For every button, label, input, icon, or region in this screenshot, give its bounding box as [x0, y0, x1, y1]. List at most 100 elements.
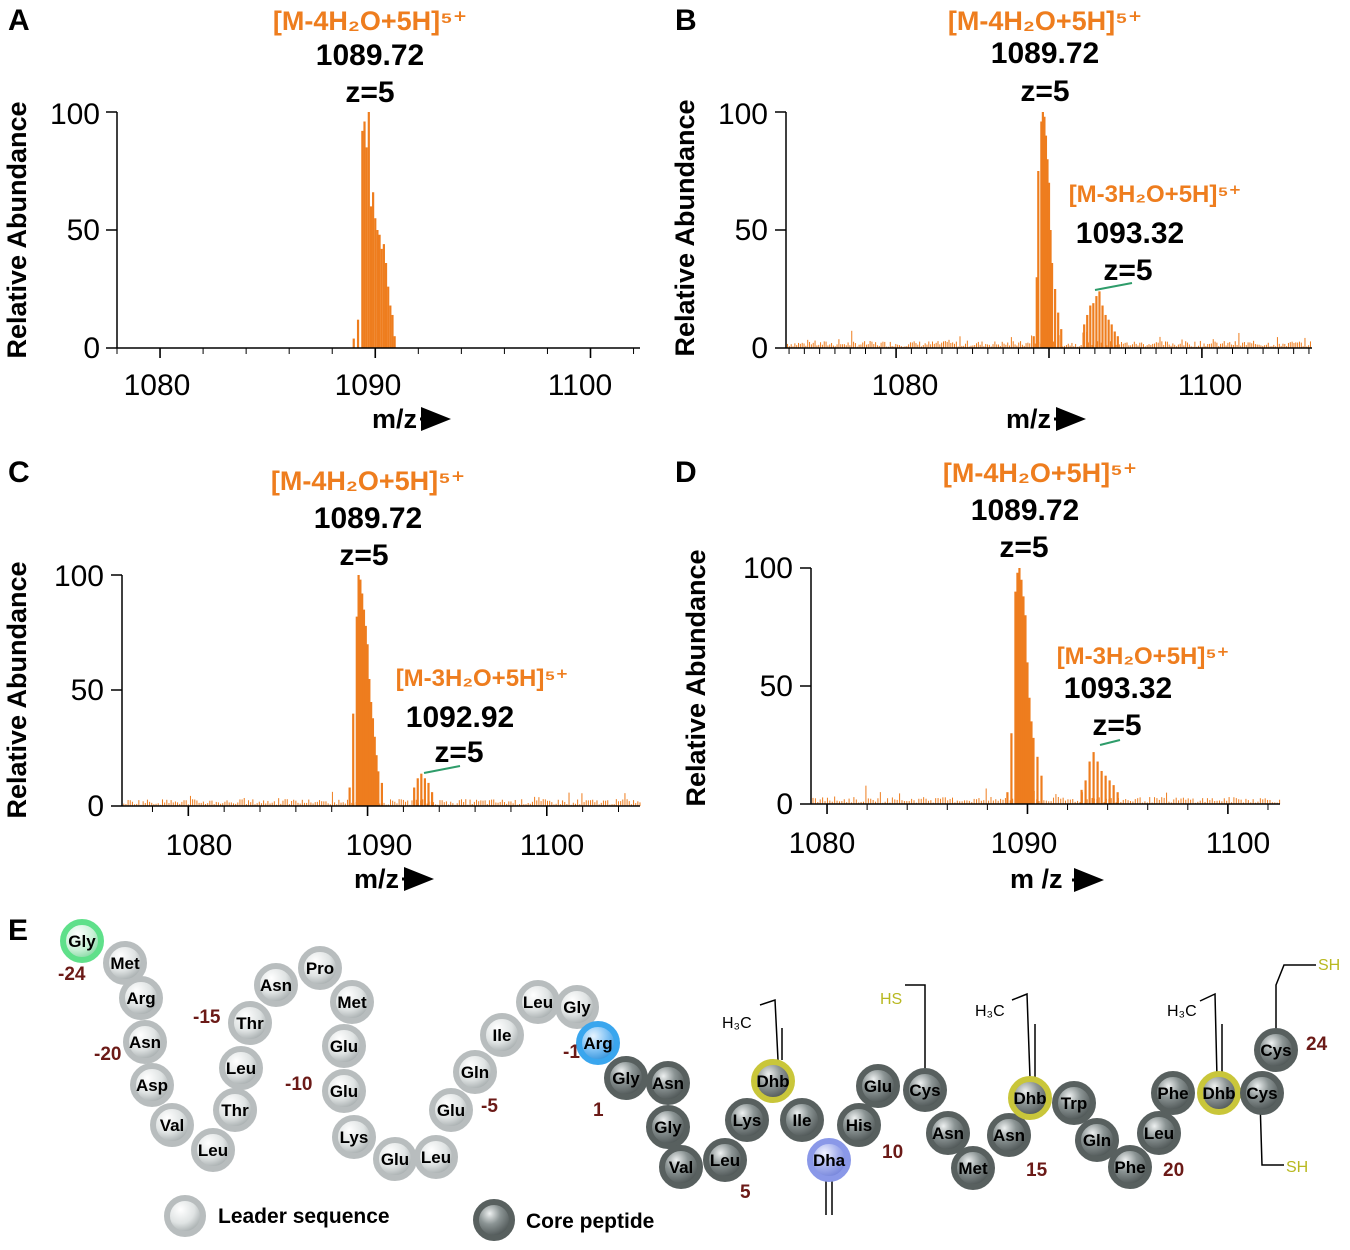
cys-sidechain-sh-bottom: [1259, 1099, 1284, 1166]
svg-text:Asn: Asn: [260, 976, 292, 995]
residue: Lys: [332, 1115, 376, 1159]
svg-text:Met: Met: [337, 993, 367, 1012]
residue: Phe: [1108, 1145, 1152, 1189]
charge-label-2: z=5: [434, 736, 483, 769]
residue: Dhb: [751, 1059, 795, 1103]
x-tick-label: 1080: [872, 369, 939, 402]
y-tick-label: 0: [776, 788, 793, 821]
residue: His: [837, 1103, 881, 1147]
residue-number: -10: [285, 1074, 312, 1095]
svg-text:Lys: Lys: [733, 1111, 762, 1130]
mz-label: 1089.72: [314, 502, 422, 535]
ylabel: Relative Abundance: [2, 101, 32, 358]
svg-text:Met: Met: [110, 954, 140, 973]
svg-text:Leu: Leu: [523, 993, 553, 1012]
mz-label-2: 1093.32: [1064, 672, 1172, 705]
xlabel: m/z: [372, 404, 417, 434]
legend-core-marker: [473, 1199, 515, 1241]
ylabel: Relative Abundance: [670, 99, 700, 356]
charge-label-2: z=5: [1103, 254, 1152, 287]
svg-text:Trp: Trp: [1061, 1094, 1087, 1113]
svg-text:Phe: Phe: [1114, 1158, 1145, 1177]
dhb-sidechain-2: [1011, 992, 1031, 1079]
svg-text:Cys: Cys: [1246, 1084, 1277, 1103]
residue: Gln: [1075, 1118, 1119, 1162]
cys-sidechain-sh-top: [1275, 964, 1316, 1050]
residue: Asn: [123, 1020, 167, 1064]
thiol-label: HS: [880, 991, 902, 1008]
residue: Arg: [119, 976, 163, 1020]
svg-text:Gln: Gln: [461, 1063, 489, 1082]
charge-label: z=5: [345, 76, 394, 109]
svg-text:Arg: Arg: [583, 1034, 612, 1053]
svg-text:Val: Val: [669, 1158, 694, 1177]
x-tick-label: 1100: [1178, 369, 1243, 402]
residue-number: 10: [882, 1142, 903, 1163]
residue: Ile: [480, 1013, 524, 1057]
ion-label: [M-4H₂O+5H]⁵⁺: [943, 458, 1137, 488]
residue: Dha: [807, 1138, 851, 1182]
residue: Dhb: [1008, 1076, 1052, 1120]
residue: Gly: [604, 1056, 648, 1100]
ylabel: Relative Abundance: [681, 549, 711, 806]
svg-text:Phe: Phe: [1157, 1084, 1188, 1103]
residue: Trp: [1052, 1081, 1096, 1125]
panel-label: E: [8, 914, 28, 947]
y-tick-label: 0: [83, 332, 100, 365]
residue: Asp: [130, 1063, 174, 1107]
methyl-label: H₃C: [1167, 1003, 1197, 1020]
charge-label: z=5: [1020, 75, 1069, 108]
residue-number: -15: [193, 1007, 221, 1028]
y-tick-label: 100: [718, 98, 768, 131]
residue-number: 1: [593, 1100, 604, 1121]
y-tick-label: 50: [67, 214, 100, 247]
residue: Lys: [725, 1098, 769, 1142]
ion-label: [M-4H₂O+5H]⁵⁺: [948, 6, 1142, 36]
ion-label: [M-4H₂O+5H]⁵⁺: [273, 6, 467, 36]
y-tick-label: 50: [71, 674, 104, 707]
annotation-leader: [1099, 739, 1121, 746]
mz-label: 1089.72: [316, 39, 424, 72]
ion-label-2: [M-3H₂O+5H]⁵⁺: [1069, 181, 1242, 208]
svg-text:Leu: Leu: [198, 1141, 228, 1160]
svg-text:Leu: Leu: [421, 1148, 451, 1167]
y-tick-label: 50: [735, 214, 768, 247]
residue: Gly: [555, 985, 599, 1029]
residue-number: 24: [1306, 1034, 1328, 1055]
svg-text:Ile: Ile: [793, 1111, 812, 1130]
panel-label: B: [675, 4, 697, 37]
cys-sidechain-hs: [905, 984, 926, 1075]
residue: Glu: [429, 1088, 473, 1132]
residue: Met: [103, 941, 147, 985]
y-tick-label: 100: [50, 98, 100, 131]
residue: Met: [330, 980, 374, 1024]
residue: Leu: [414, 1135, 458, 1179]
residue-number: -24: [58, 964, 86, 985]
x-minor-ticks: [151, 806, 619, 816]
residue-number: 5: [740, 1182, 751, 1203]
svg-text:Dhb: Dhb: [1013, 1089, 1046, 1108]
svg-text:Leu: Leu: [1144, 1124, 1174, 1143]
svg-text:Asn: Asn: [129, 1033, 161, 1052]
y-tick-label: 0: [751, 332, 768, 365]
svg-text:Val: Val: [160, 1116, 185, 1135]
panel-b: B Relative Abundance 0 50 100 1080 1100 …: [670, 4, 1312, 434]
mz-label: 1089.72: [991, 37, 1099, 70]
y-tick-label: 0: [87, 790, 104, 823]
residue: Pro: [298, 946, 342, 990]
svg-text:Asn: Asn: [932, 1124, 964, 1143]
x-minor-ticks: [788, 348, 1310, 358]
charge-label-2: z=5: [1092, 709, 1141, 742]
legend: Leader sequence Core peptide: [164, 1195, 654, 1241]
annotation-leader: [423, 765, 461, 774]
svg-text:Gly: Gly: [654, 1118, 682, 1137]
ylabel: Relative Abundance: [2, 561, 32, 818]
panel-e: E H₃C H₃C H₃C HS SH SH Gly Met Arg Asn A…: [8, 914, 1340, 1241]
svg-text:Leu: Leu: [710, 1151, 740, 1170]
residue: Dhb: [1197, 1071, 1241, 1115]
svg-text:Glu: Glu: [381, 1150, 409, 1169]
residue: Ile: [780, 1098, 824, 1142]
svg-text:Glu: Glu: [330, 1037, 358, 1056]
residue: Val: [150, 1103, 194, 1147]
peaks: [787, 112, 1311, 348]
